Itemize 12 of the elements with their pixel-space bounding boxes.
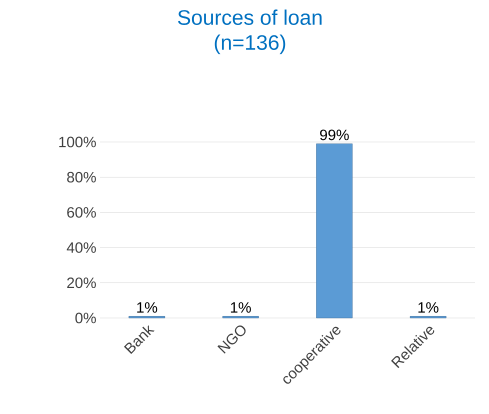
y-tick-label: 40% bbox=[66, 242, 96, 253]
data-label: 99% bbox=[320, 130, 349, 140]
data-label: 1% bbox=[418, 302, 438, 313]
y-tick-label: 60% bbox=[67, 207, 96, 218]
y-tick-label: 80% bbox=[67, 172, 96, 182]
y-tick-label: 0% bbox=[75, 312, 96, 324]
data-label: 1% bbox=[137, 302, 158, 313]
y-tick-label: 20% bbox=[67, 277, 96, 288]
chart-subtitle: (n=136) bbox=[214, 34, 286, 54]
y-tick-label: 100% bbox=[59, 136, 96, 148]
data-label: 1% bbox=[230, 302, 251, 313]
chart-title: Sources of loan bbox=[178, 10, 322, 25]
